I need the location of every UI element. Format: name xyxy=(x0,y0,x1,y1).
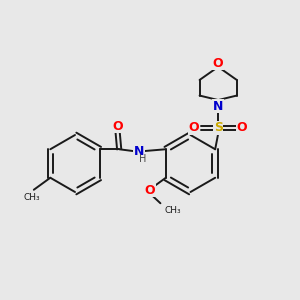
Text: N: N xyxy=(213,100,224,112)
Text: CH₃: CH₃ xyxy=(164,206,181,215)
Text: N: N xyxy=(134,145,145,158)
Text: CH₃: CH₃ xyxy=(23,194,40,202)
Text: O: O xyxy=(145,184,155,197)
Text: O: O xyxy=(112,120,123,133)
Text: O: O xyxy=(189,121,200,134)
Text: O: O xyxy=(237,121,247,134)
Text: H: H xyxy=(139,154,147,164)
Text: O: O xyxy=(213,57,224,70)
Text: S: S xyxy=(214,121,223,134)
